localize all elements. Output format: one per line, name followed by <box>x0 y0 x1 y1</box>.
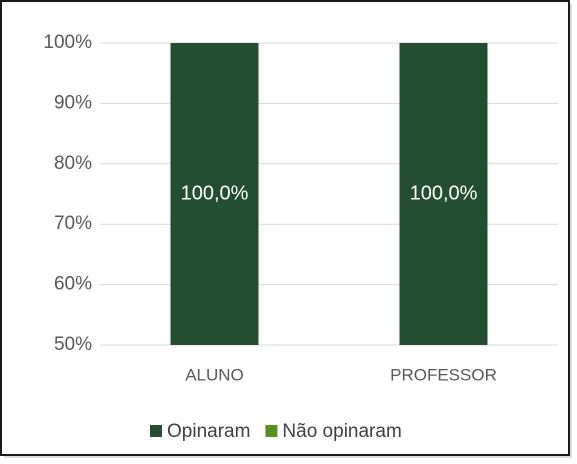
x-tick-label: ALUNO <box>185 365 244 384</box>
bar-segment <box>399 43 488 345</box>
bar-segment <box>170 43 259 345</box>
y-tick-label: 100% <box>43 32 92 53</box>
legend-label: Não opinaram <box>282 421 401 442</box>
y-tick-label: 50% <box>54 334 92 355</box>
data-label: 100,0% <box>410 182 478 204</box>
y-tick-label: 90% <box>54 92 92 113</box>
x-tick-label: PROFESSOR <box>390 365 497 384</box>
legend-swatch <box>265 425 278 437</box>
legend-swatch <box>150 425 162 437</box>
y-tick-label: 60% <box>54 274 92 295</box>
data-label: 100,0% <box>181 182 249 204</box>
y-tick-label: 80% <box>54 153 92 174</box>
y-tick-label: 70% <box>54 213 92 234</box>
legend-label: Opinaram <box>167 421 250 442</box>
